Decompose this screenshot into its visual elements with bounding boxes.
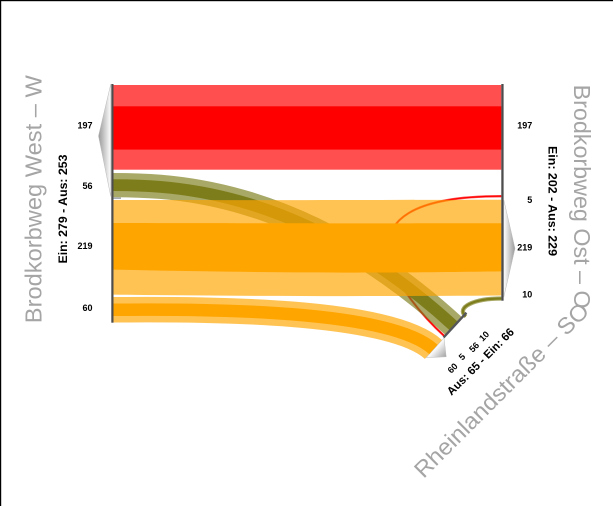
svg-text:5: 5	[527, 195, 532, 205]
svg-text:10: 10	[522, 290, 532, 300]
svg-text:Ein: 279 - Aus: 253: Ein: 279 - Aus: 253	[58, 155, 70, 264]
svg-text:5: 5	[457, 352, 468, 363]
svg-text:Brodkorbweg West – W: Brodkorbweg West – W	[21, 75, 47, 323]
svg-text:60: 60	[82, 303, 92, 313]
svg-text:56: 56	[82, 181, 92, 191]
svg-text:197: 197	[517, 121, 532, 131]
svg-text:219: 219	[77, 241, 92, 251]
svg-text:Ein: 202 - Aus: 229: Ein: 202 - Aus: 229	[546, 146, 558, 256]
svg-text:219: 219	[517, 242, 532, 252]
svg-text:197: 197	[77, 121, 92, 131]
svg-text:Brodkorbweg Ost – O: Brodkorbweg Ost – O	[569, 85, 595, 309]
